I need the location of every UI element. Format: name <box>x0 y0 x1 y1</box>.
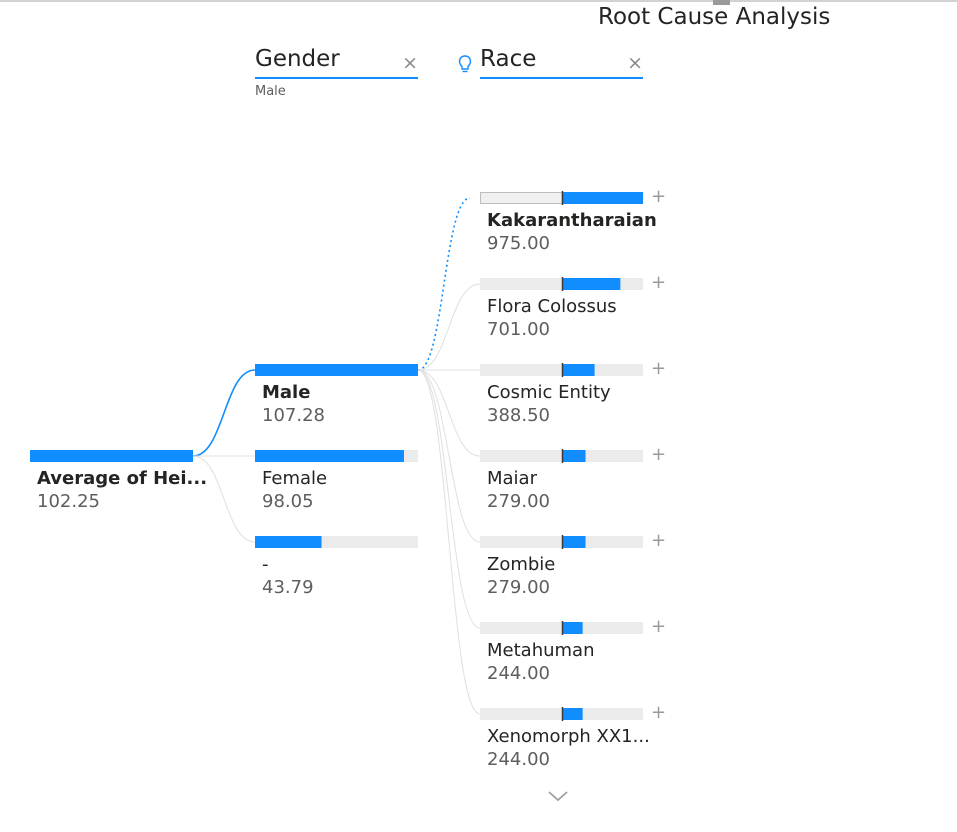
root-bar <box>30 450 193 462</box>
bar-fill <box>562 708 583 720</box>
connector <box>417 369 481 543</box>
bar-fill <box>562 622 583 634</box>
node-value-gender: 43.79 <box>262 577 314 598</box>
node-label-race: Xenomorph XX1... <box>487 726 650 747</box>
level-header-gender[interactable]: Gender × <box>255 44 418 79</box>
node-label-race: Flora Colossus <box>487 296 617 317</box>
node-label-race: Metahuman <box>487 640 595 661</box>
visual-drag-handle[interactable] <box>713 0 730 5</box>
lightbulb-icon[interactable] <box>457 54 473 76</box>
bar-track <box>480 708 643 720</box>
connector <box>417 369 481 715</box>
close-icon[interactable]: × <box>627 52 643 74</box>
level-title: Race <box>480 46 537 72</box>
bar-fill <box>562 192 643 204</box>
expand-button[interactable]: + <box>651 186 667 207</box>
node-value-gender: 107.28 <box>262 405 325 426</box>
connector <box>417 369 481 457</box>
connector-selected <box>192 369 256 457</box>
level-selected-value: Male <box>255 84 286 99</box>
node-value-race: 388.50 <box>487 405 550 426</box>
root-label: Average of Hei... <box>37 468 208 489</box>
expand-button[interactable]: + <box>651 530 667 551</box>
node-value-race: 244.00 <box>487 749 550 770</box>
bar-track-selected <box>480 192 563 204</box>
node-value-race: 975.00 <box>487 233 550 254</box>
connector-ai-split <box>417 197 471 371</box>
bar-fill <box>255 450 404 462</box>
level-title: Gender <box>255 46 340 72</box>
node-value-race: 244.00 <box>487 663 550 684</box>
chevron-down-icon[interactable] <box>546 788 570 804</box>
bar-fill <box>255 364 418 376</box>
bar-track <box>480 450 643 462</box>
expand-button[interactable]: + <box>651 616 667 637</box>
level-header-race[interactable]: Race × <box>480 44 643 79</box>
bar-fill <box>562 450 586 462</box>
expand-button[interactable]: + <box>651 272 667 293</box>
node-value-race: 279.00 <box>487 491 550 512</box>
expand-button[interactable]: + <box>651 702 667 723</box>
node-value-race: 279.00 <box>487 577 550 598</box>
bar-fill <box>562 278 621 290</box>
node-label-race: Kakarantharaian <box>487 210 657 231</box>
root-value: 102.25 <box>37 491 100 512</box>
expand-button[interactable]: + <box>651 444 667 465</box>
bar-fill <box>562 364 595 376</box>
bar-fill <box>255 536 322 548</box>
node-value-gender: 98.05 <box>262 491 314 512</box>
connector <box>417 369 481 629</box>
connector <box>417 283 481 371</box>
bar-track <box>480 536 643 548</box>
chart-title: Root Cause Analysis <box>598 4 831 30</box>
top-border <box>0 0 957 2</box>
node-label-gender: - <box>262 554 269 575</box>
close-icon[interactable]: × <box>402 52 418 74</box>
node-label-race: Cosmic Entity <box>487 382 611 403</box>
node-label-gender: Male <box>262 382 311 403</box>
node-value-race: 701.00 <box>487 319 550 340</box>
node-label-gender: Female <box>262 468 328 489</box>
expand-button[interactable]: + <box>651 358 667 379</box>
connector <box>192 455 256 543</box>
node-label-race: Zombie <box>487 554 556 575</box>
bar-fill <box>562 536 586 548</box>
bar-track <box>480 622 643 634</box>
bar-track <box>480 364 643 376</box>
node-label-race: Maiar <box>487 468 537 489</box>
